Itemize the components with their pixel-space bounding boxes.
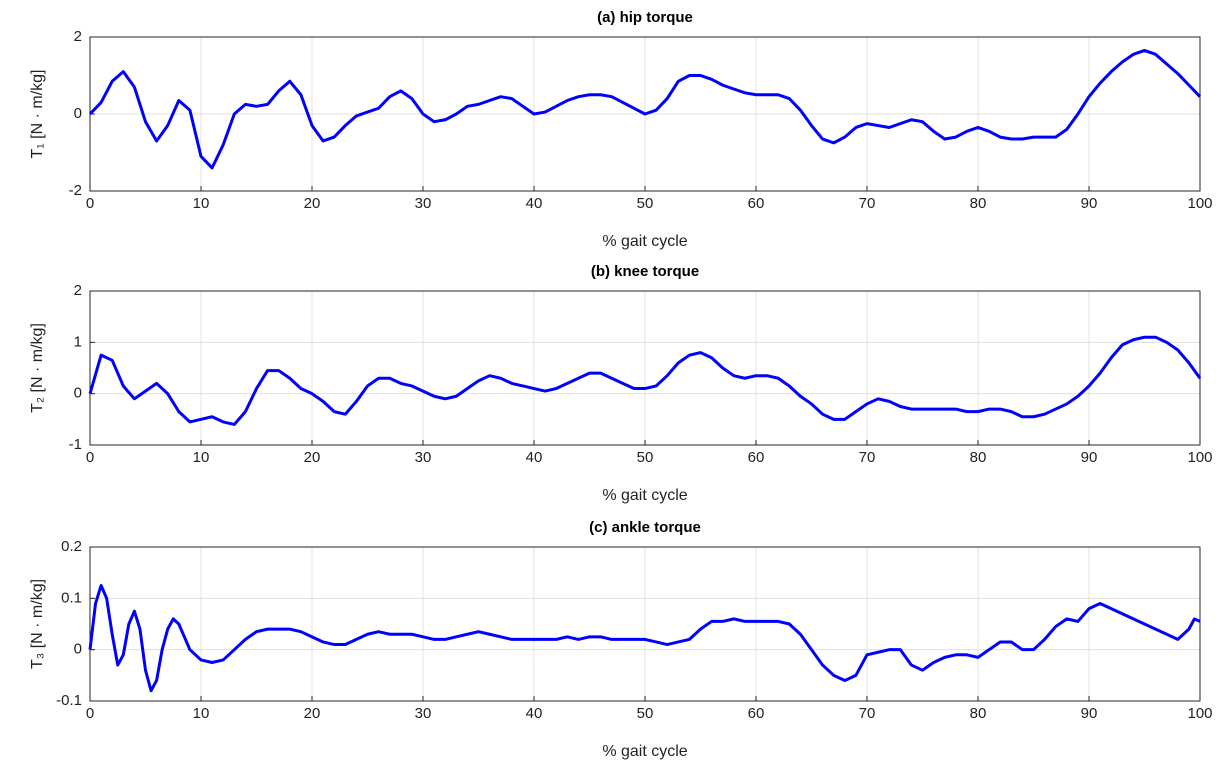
y-tick-label: 2: [74, 282, 82, 299]
x-tick-label: 100: [1187, 449, 1212, 466]
plot-frame: [89, 290, 1201, 446]
x-tick-label: 30: [415, 449, 432, 466]
x-tick-label: 0: [86, 449, 94, 466]
x-tick-label: 70: [859, 195, 876, 212]
y-tick-label: 0.2: [61, 538, 82, 555]
subplot-title: (a) hip torque: [597, 9, 693, 26]
subplot-title: (c) ankle torque: [589, 519, 701, 536]
y-tick-label: 1: [74, 333, 82, 350]
x-axis-label: % gait cycle: [602, 743, 687, 760]
y-tick-label: 2: [74, 28, 82, 45]
data-line: [88, 48, 1202, 170]
x-tick-label: 50: [637, 705, 654, 722]
x-tick-label: 70: [859, 449, 876, 466]
x-tick-label: 90: [1081, 449, 1098, 466]
x-tick-label: 20: [304, 705, 321, 722]
x-tick-label: 20: [304, 449, 321, 466]
x-tick-label: 10: [193, 705, 210, 722]
x-tick-label: 100: [1187, 195, 1212, 212]
y-tick-label: 0.1: [61, 589, 82, 606]
x-tick-label: 10: [193, 195, 210, 212]
x-tick-label: 10: [193, 449, 210, 466]
x-tick-label: 80: [970, 195, 987, 212]
x-tick-label: 60: [748, 705, 765, 722]
x-tick-label: 70: [859, 705, 876, 722]
x-tick-label: 20: [304, 195, 321, 212]
y-tick-label: 0: [74, 641, 82, 658]
x-tick-label: 60: [748, 195, 765, 212]
x-tick-label: 90: [1081, 705, 1098, 722]
x-tick-label: 100: [1187, 705, 1212, 722]
x-tick-label: 30: [415, 195, 432, 212]
x-tick-label: 60: [748, 449, 765, 466]
y-tick-label: -1: [69, 436, 82, 453]
x-tick-label: 50: [637, 195, 654, 212]
x-tick-label: 80: [970, 705, 987, 722]
y-tick-label: -2: [69, 182, 82, 199]
y-axis-label: T₂ [N · m/kg]: [29, 323, 46, 413]
y-tick-label: 0: [74, 105, 82, 122]
y-axis-label: T₁ [N · m/kg]: [29, 70, 46, 159]
y-tick-label: -0.1: [56, 692, 82, 709]
y-tick-label: 0: [74, 385, 82, 402]
y-axis-label: T₃ [N · m/kg]: [29, 579, 46, 669]
x-tick-label: 50: [637, 449, 654, 466]
data-line: [88, 584, 1201, 693]
x-tick-label: 80: [970, 449, 987, 466]
subplot-title: (b) knee torque: [591, 263, 699, 280]
x-axis-label: % gait cycle: [602, 233, 687, 250]
x-tick-label: 40: [526, 449, 543, 466]
data-line: [88, 335, 1202, 426]
x-tick-label: 0: [86, 195, 94, 212]
plot-frame: [89, 546, 1201, 702]
x-axis-label: % gait cycle: [602, 487, 687, 504]
x-tick-label: 0: [86, 705, 94, 722]
x-tick-label: 90: [1081, 195, 1098, 212]
x-tick-label: 40: [526, 195, 543, 212]
x-tick-label: 40: [526, 705, 543, 722]
x-tick-label: 30: [415, 705, 432, 722]
